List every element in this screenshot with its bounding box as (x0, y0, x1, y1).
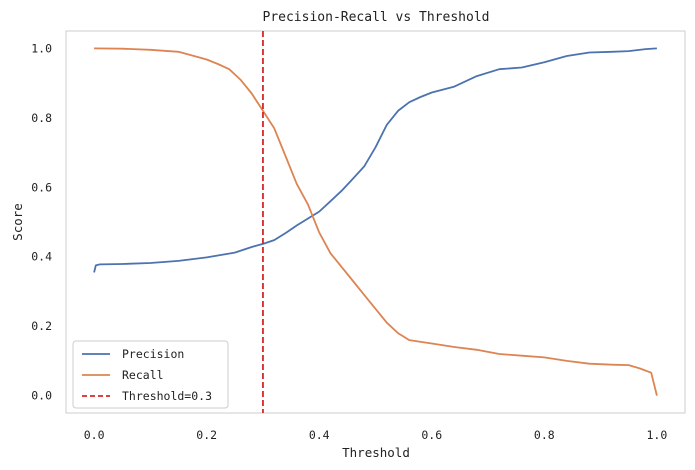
legend-precision-label: Precision (122, 347, 184, 361)
legend: Precision Recall Threshold=0.3 (72, 340, 229, 409)
series-line-recall (94, 47, 658, 396)
y-tick-label: 0.8 (31, 111, 52, 125)
x-axis-ticks: 0.0 0.2 0.4 0.6 0.8 1.0 (84, 428, 668, 442)
plot-area (93, 31, 658, 413)
plot-frame (65, 30, 686, 414)
y-tick-label: 0.0 (31, 389, 52, 403)
y-axis-ticks: 0.0 0.2 0.4 0.6 0.8 1.0 (31, 41, 52, 402)
y-tick-label: 0.2 (31, 319, 52, 333)
x-tick-label: 0.6 (421, 428, 442, 442)
x-axis-label: Threshold (342, 445, 410, 460)
legend-threshold-label: Threshold=0.3 (122, 389, 212, 403)
y-tick-label: 1.0 (31, 41, 52, 55)
x-tick-label: 0.8 (534, 428, 555, 442)
y-tick-label: 0.4 (31, 250, 52, 264)
series-line-precision (93, 47, 657, 273)
x-tick-label: 0.4 (309, 428, 330, 442)
x-tick-label: 1.0 (646, 428, 667, 442)
legend-recall-label: Recall (122, 368, 164, 382)
chart-title: Precision-Recall vs Threshold (263, 10, 490, 25)
y-tick-label: 0.6 (31, 180, 52, 194)
x-tick-label: 0.2 (196, 428, 217, 442)
x-tick-label: 0.0 (84, 428, 105, 442)
y-axis-label: Score (10, 203, 25, 241)
legend-box (72, 340, 229, 409)
